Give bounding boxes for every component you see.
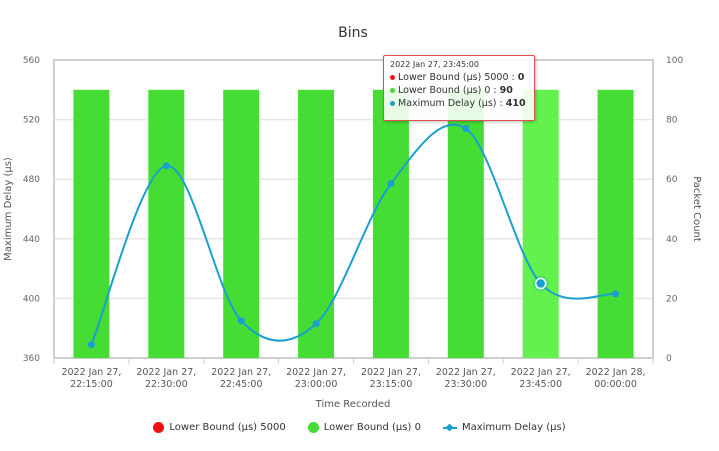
tooltip-value: 90: [499, 85, 513, 96]
y2-tick-label: 20: [666, 294, 678, 304]
left-axis-ticks: 360 400 440 480 520 560: [23, 56, 40, 364]
tooltip-label: Lower Bound (µs) 5000 :: [398, 72, 515, 83]
legend-label: Maximum Delay (µs): [461, 422, 566, 433]
chart-tooltip: 2022 Jan 27, 23:45:00 Lower Bound (µs) 5…: [383, 55, 535, 121]
x-tick-label: 2022 Jan 27, 23:00:00: [286, 367, 346, 390]
bar[interactable]: [223, 89, 260, 359]
y-tick-label: 480: [23, 175, 40, 185]
bar[interactable]: [148, 89, 185, 359]
x-tick-label: 2022 Jan 27, 22:30:00: [136, 367, 196, 390]
y2-tick-label: 100: [666, 56, 683, 66]
data-point[interactable]: [312, 320, 320, 328]
green-dot-icon: [390, 88, 395, 93]
legend-item-lower-bound-5000[interactable]: Lower Bound (µs) 5000: [153, 422, 286, 433]
y-tick-label: 360: [23, 354, 40, 364]
tooltip-label: Lower Bound (µs) 0 :: [398, 85, 497, 96]
red-circle-icon: [153, 422, 165, 433]
tooltip-row: Lower Bound (µs) 5000 : 0: [390, 71, 528, 84]
data-point[interactable]: [612, 290, 620, 298]
tooltip-row: Maximum Delay (µs) : 410: [390, 97, 528, 110]
data-point[interactable]: [534, 277, 547, 290]
line-marker-icon: [442, 423, 457, 433]
red-dot-icon: [390, 75, 395, 80]
green-circle-icon: [307, 422, 319, 433]
bar[interactable]: [372, 89, 409, 359]
y-axis-title: Maximum Delay (µs): [3, 157, 14, 261]
x-tick-label: 2022 Jan 27, 23:30:00: [436, 367, 496, 390]
y-tick-label: 560: [23, 56, 40, 66]
legend-label: Lower Bound (µs) 0: [323, 422, 421, 433]
x-tick-label: 2022 Jan 27, 22:45:00: [211, 367, 271, 390]
x-tick-label: 2022 Jan 27, 23:15:00: [361, 367, 421, 390]
tooltip-label: Maximum Delay (µs) :: [398, 98, 503, 109]
tooltip-title: 2022 Jan 27, 23:45:00: [390, 60, 479, 69]
data-point[interactable]: [237, 317, 245, 325]
chart-title: Bins: [338, 25, 368, 41]
y2-tick-label: 60: [666, 175, 678, 185]
legend-item-lower-bound-0[interactable]: Lower Bound (µs) 0: [307, 422, 421, 433]
blue-dot-icon: [390, 101, 395, 106]
y2-axis-title: Packet Count: [691, 176, 702, 242]
right-axis-ticks: 0 20 40 60 80 100: [666, 56, 683, 364]
bar[interactable]: [597, 89, 634, 359]
tooltip-value: 410: [505, 98, 526, 109]
y-tick-label: 440: [23, 235, 40, 245]
y-tick-label: 400: [23, 294, 40, 304]
tooltip-value: 0: [517, 72, 525, 83]
bar[interactable]: [522, 89, 559, 359]
x-axis-ticks: 2022 Jan 27, 22:15:00 2022 Jan 27, 22:30:00…: [53, 358, 654, 390]
line-series: [87, 123, 620, 349]
x-tick-label: 2022 Jan 28, 00:00:00: [586, 367, 646, 390]
bar[interactable]: [447, 89, 484, 359]
gridlines: [54, 59, 653, 359]
data-point[interactable]: [462, 125, 470, 133]
legend-item-maximum-delay[interactable]: Maximum Delay (µs): [442, 422, 566, 433]
y2-tick-label: 80: [666, 116, 678, 126]
bar-series: [73, 89, 634, 359]
y2-tick-label: 0: [666, 354, 672, 364]
x-tick-label: 2022 Jan 27, 23:45:00: [511, 367, 571, 390]
chart-legend: Lower Bound (µs) 5000 Lower Bound (µs) 0…: [0, 422, 719, 433]
data-point[interactable]: [162, 162, 170, 170]
legend-label: Lower Bound (µs) 5000: [169, 422, 286, 433]
data-point[interactable]: [387, 180, 395, 188]
x-tick-label: 2022 Jan 27, 22:15:00: [61, 367, 121, 390]
bar[interactable]: [298, 89, 335, 359]
tooltip-row: Lower Bound (µs) 0 : 90: [390, 84, 528, 97]
data-point[interactable]: [87, 341, 95, 349]
x-axis-title: Time Recorded: [315, 399, 391, 410]
y-tick-label: 520: [23, 116, 40, 126]
plot-area-border: [53, 59, 654, 359]
y2-tick-label: 40: [666, 235, 678, 245]
bar[interactable]: [73, 89, 110, 359]
